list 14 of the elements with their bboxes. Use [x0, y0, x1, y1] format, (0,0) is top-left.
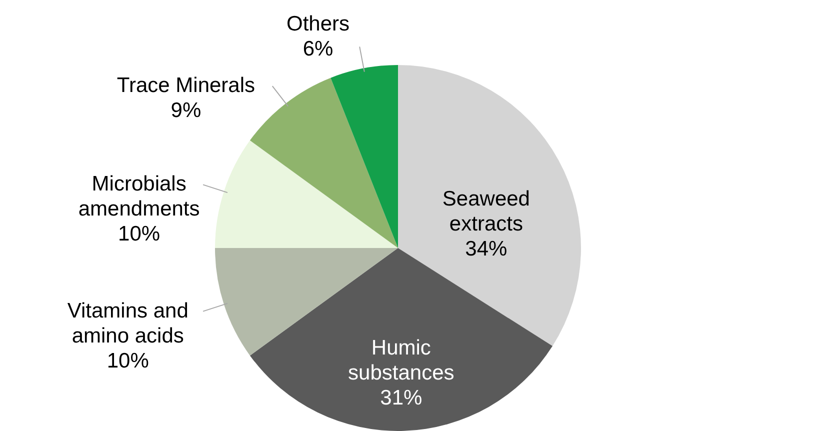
- slice-label: Humic substances: [348, 336, 454, 385]
- data-label: 9%: [170, 99, 202, 122]
- data-label: 34%: [465, 238, 508, 261]
- slice-label: Trace Minerals: [116, 74, 256, 98]
- pie-slice: [215, 140, 398, 248]
- slice-label: Vitamins and amino acids: [67, 299, 188, 348]
- data-label: 10%: [118, 222, 160, 246]
- slice-label: Microbials amendments: [78, 172, 200, 221]
- data-label: 10%: [106, 349, 149, 372]
- pie-slice: [330, 65, 398, 248]
- data-label: 6%: [302, 38, 334, 61]
- slice-label: Others: [286, 12, 350, 36]
- data-label: 31%: [380, 386, 422, 410]
- slice-label: Seaweed extracts: [442, 188, 530, 236]
